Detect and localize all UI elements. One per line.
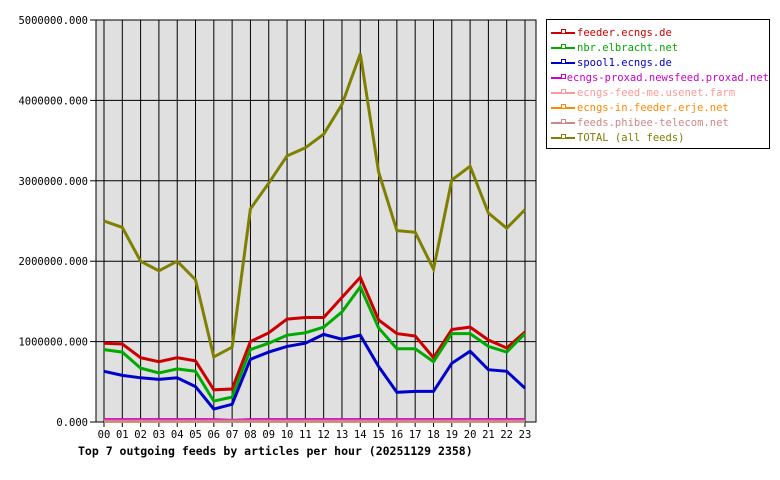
- y-tick-label: 5000000.000: [18, 15, 88, 27]
- x-tick-label: 22: [500, 429, 513, 441]
- legend-item: spool1.ecngs.de: [551, 55, 769, 70]
- x-tick-label: 00: [98, 429, 111, 441]
- x-tick-label: 11: [299, 429, 312, 441]
- legend-item: ecngs-proxad.newsfeed.proxad.net: [551, 70, 769, 85]
- y-tick-label: 0.000: [56, 417, 88, 429]
- series-line: [104, 418, 525, 422]
- x-tick-label: 07: [226, 429, 239, 441]
- y-tick-label: 1000000.000: [18, 337, 88, 349]
- legend-line-marker-icon: [551, 118, 575, 128]
- chart-title: Top 7 outgoing feeds by articles per hou…: [78, 444, 473, 458]
- x-tick-label: 20: [464, 429, 477, 441]
- x-tick-label: 23: [519, 429, 532, 441]
- x-tick-label: 13: [336, 429, 349, 441]
- legend-item: ecngs-in.feeder.erje.net: [551, 100, 769, 115]
- legend-line-marker-icon: [551, 133, 575, 143]
- legend-label: spool1.ecngs.de: [577, 56, 672, 69]
- y-tick-label: 4000000.000: [18, 95, 88, 107]
- series-line: [103, 332, 527, 411]
- legend: feeder.ecngs.de nbr.elbracht.net spool1.ec…: [546, 19, 770, 149]
- x-tick-label: 12: [317, 429, 330, 441]
- x-tick-label: 01: [116, 429, 129, 441]
- legend-line-marker-icon: [551, 88, 575, 98]
- legend-label: ecngs-proxad.newsfeed.proxad.net: [566, 71, 769, 84]
- legend-line-marker-icon: [551, 103, 575, 113]
- legend-item: nbr.elbracht.net: [551, 40, 769, 55]
- x-tick-label: 14: [354, 429, 367, 441]
- legend-label: ecngs-feed-me.usenet.farm: [577, 86, 736, 99]
- legend-label: TOTAL (all feeds): [577, 131, 685, 144]
- x-tick-label: 17: [409, 429, 422, 441]
- legend-item: feeds.phibee-telecom.net: [551, 115, 769, 130]
- x-tick-label: 16: [391, 429, 404, 441]
- x-tick-label: 02: [134, 429, 147, 441]
- x-tick-label: 15: [372, 429, 385, 441]
- x-tick-label: 18: [427, 429, 440, 441]
- legend-item: TOTAL (all feeds): [551, 130, 769, 145]
- y-axis: 0.000 1000000.000 2000000.000 3000000.000 40…: [18, 15, 96, 429]
- series-line: [103, 283, 527, 403]
- legend-line-marker-icon: [551, 58, 575, 68]
- legend-item: feeder.ecngs.de: [551, 25, 769, 40]
- x-tick-label: 04: [171, 429, 184, 441]
- x-tick-label: 05: [189, 429, 202, 441]
- legend-line-marker-icon: [551, 28, 575, 38]
- x-tick-label: 08: [244, 429, 257, 441]
- x-tick-label: 09: [262, 429, 275, 441]
- legend-line-marker-icon: [551, 43, 575, 53]
- x-tick-label: 03: [153, 429, 166, 441]
- y-tick-label: 2000000.000: [18, 256, 88, 268]
- series-line: [103, 53, 527, 360]
- series-lines: [103, 53, 527, 423]
- y-tick-label: 3000000.000: [18, 176, 88, 188]
- legend-label: feeder.ecngs.de: [577, 26, 672, 39]
- x-axis: 00 01 02 03 04 05 06 07 08 09 10 11 12 13 14 15 16 17 18 19…: [98, 422, 532, 441]
- x-tick-label: 06: [207, 429, 220, 441]
- series-line: [103, 274, 526, 392]
- x-tick-label: 19: [445, 429, 458, 441]
- x-tick-label: 21: [482, 429, 495, 441]
- legend-item: ecngs-feed-me.usenet.farm: [551, 85, 769, 100]
- legend-label: nbr.elbracht.net: [577, 41, 679, 54]
- legend-line-marker-icon: [551, 73, 566, 83]
- legend-label: feeds.phibee-telecom.net: [577, 116, 729, 129]
- legend-label: ecngs-in.feeder.erje.net: [577, 101, 729, 114]
- x-tick-label: 10: [281, 429, 294, 441]
